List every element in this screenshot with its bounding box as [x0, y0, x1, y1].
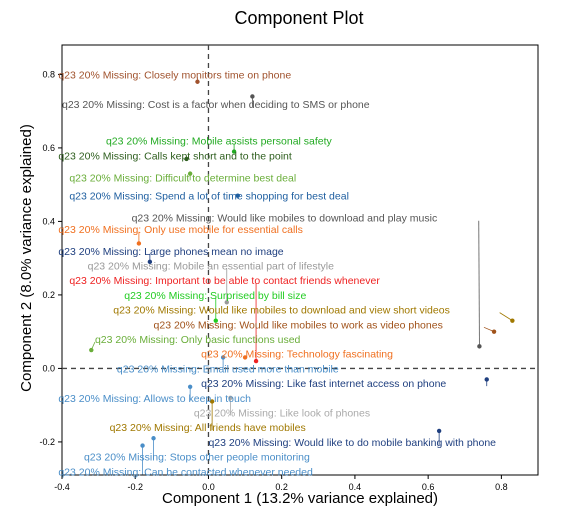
point-label: q23 20% Missing: Would like to do mobile… — [208, 437, 496, 449]
point-label: q23 20% Missing: Spend a lot of time sho… — [69, 191, 349, 203]
point-label: q23 20% Missing: All friends have mobile… — [110, 422, 306, 434]
point-label: q23 20% Missing: Stops other people moni… — [84, 452, 310, 464]
point-label: q23 20% Missing: Surprised by bill size — [124, 290, 306, 302]
y-tick-label: 0.2 — [42, 290, 55, 300]
data-point — [184, 156, 189, 162]
data-point — [151, 436, 156, 441]
data-point — [477, 344, 482, 349]
x-tick-label: -0.2 — [127, 482, 143, 492]
chart-title: Component Plot — [234, 8, 363, 28]
x-axis-ticks: -0.4 -0.2 0.0 0.2 0.4 0.6 0.8 — [54, 475, 508, 492]
point-label: q23 20% Missing: Would like mobiles to d… — [132, 213, 438, 225]
data-points — [89, 79, 515, 448]
point-label: q23 20% Missing: Like fast internet acce… — [201, 378, 446, 390]
point-label: q23 20% Missing: Email used more than mo… — [117, 363, 339, 375]
x-tick-label: 0.8 — [495, 482, 508, 492]
data-point — [89, 347, 94, 353]
data-point — [136, 241, 142, 246]
point-label: q23 20% Missing: Mobile an essential par… — [88, 261, 334, 273]
data-point — [242, 355, 248, 360]
data-point — [491, 329, 497, 334]
data-point — [220, 355, 226, 360]
point-label: q23 20% Missing: Difficult to determine … — [69, 172, 296, 184]
point-label: q23 20% Missing: Calls kept short and to… — [58, 150, 292, 162]
data-point — [213, 318, 218, 323]
point-label: q23 20% Missing: Mobile assists personal… — [106, 136, 333, 148]
data-point — [187, 384, 193, 389]
point-label: q23 20% Missing: Like look of phones — [194, 408, 370, 420]
x-axis-label: Component 1 (13.2% variance explained) — [162, 490, 438, 507]
point-label: q23 20% Missing: Important to be able to… — [69, 275, 380, 287]
point-label: q23 20% Missing: Allows to keep in touch — [58, 393, 251, 405]
data-point — [228, 395, 233, 401]
data-point — [250, 94, 255, 99]
data-point — [231, 149, 237, 154]
x-tick-label: 0.2 — [275, 482, 288, 492]
y-axis-label: Component 2 (8.0% variance explained) — [18, 124, 35, 392]
point-label: q23 20% Missing: Large phones mean no im… — [58, 246, 283, 258]
plot-area — [61, 44, 539, 476]
point-label: q23 20% Missing: Only basic functions us… — [95, 334, 301, 346]
data-point — [253, 358, 259, 364]
point-label: q23 20% Missing: Can be contacted whenev… — [58, 466, 313, 478]
data-point — [209, 399, 215, 404]
point-labels: q23 20% Missing: Closely monitors time o… — [58, 69, 496, 478]
x-tick-label: 0.6 — [422, 482, 435, 492]
data-point — [235, 193, 240, 198]
x-tick-label: 0.0 — [202, 482, 215, 492]
y-tick-label: 0.6 — [42, 143, 55, 153]
data-point — [195, 79, 200, 84]
data-point — [224, 300, 229, 305]
point-label: q23 20% Missing: Closely monitors time o… — [58, 69, 291, 81]
point-label: q23 20% Missing: Would like mobiles to d… — [113, 305, 450, 317]
connector-line — [478, 220, 480, 347]
point-label: q23 20% Missing: Would like mobiles to w… — [154, 319, 443, 331]
y-tick-label: 0.4 — [42, 216, 55, 226]
x-tick-label: -0.4 — [54, 482, 70, 492]
point-label: q23 20% Missing: Only use mobile for ess… — [58, 224, 303, 236]
y-tick-label: 0.8 — [42, 69, 55, 79]
data-point — [510, 318, 515, 323]
data-point — [147, 259, 153, 265]
y-tick-label: 0.0 — [42, 363, 55, 373]
data-point — [187, 171, 193, 176]
x-tick-label: 0.4 — [349, 482, 362, 492]
point-label: q23 20% Missing: Technology fascinating — [201, 349, 393, 361]
connector-line — [499, 312, 513, 321]
y-axis-ticks: -0.2 0.0 0.2 0.4 0.6 0.8 — [39, 69, 62, 447]
data-point — [436, 428, 442, 434]
y-tick-label: -0.2 — [39, 437, 55, 447]
data-point — [484, 377, 489, 382]
data-point — [140, 443, 145, 448]
point-label: q23 20% Missing: Cost is a factor when d… — [62, 99, 370, 111]
